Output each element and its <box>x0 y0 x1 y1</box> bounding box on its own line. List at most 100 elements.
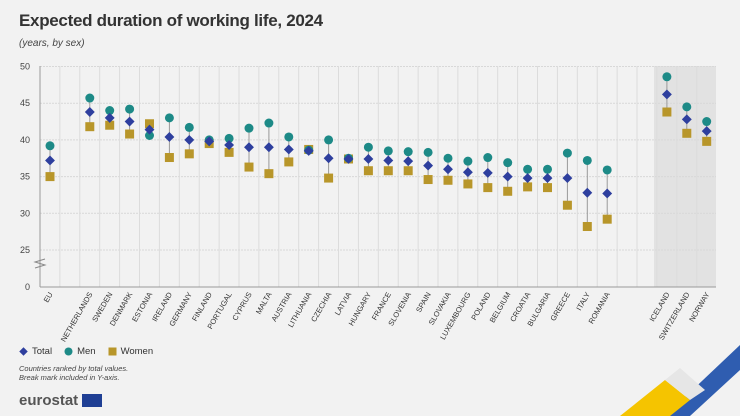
point-men <box>363 142 373 152</box>
point-women <box>702 136 712 146</box>
point-women <box>423 175 433 185</box>
x-tick-label: CYPRUS <box>230 291 253 323</box>
x-tick-label: EU <box>42 291 55 305</box>
point-total <box>164 132 175 142</box>
point-total <box>363 154 374 164</box>
point-men <box>463 156 473 166</box>
point-men <box>483 153 493 163</box>
point-women <box>523 182 533 192</box>
point-men <box>682 102 692 112</box>
legend-total: Total <box>19 346 52 357</box>
point-total <box>562 173 573 184</box>
eu-flag-icon <box>82 394 103 407</box>
eurostat-logo: eurostat <box>19 392 103 409</box>
x-tick-label: MALTA <box>254 291 274 316</box>
point-women <box>443 175 453 185</box>
point-men <box>224 133 234 143</box>
y-tick-label: 45 <box>20 98 30 108</box>
point-men <box>443 153 453 163</box>
point-men <box>383 146 393 156</box>
x-tick-label: NETHERLANDS <box>59 291 95 344</box>
point-women <box>145 119 154 129</box>
chart-subtitle: (years, by sex) <box>19 38 85 49</box>
point-total <box>184 134 195 145</box>
point-men <box>184 122 194 132</box>
point-total <box>45 155 55 166</box>
decorative-graphic <box>620 345 740 416</box>
y-tick-label: 50 <box>20 62 30 72</box>
point-total <box>462 167 473 178</box>
point-men <box>264 118 274 128</box>
point-men <box>403 147 413 157</box>
x-tick-label: ITALY <box>574 291 592 313</box>
point-men <box>702 117 712 127</box>
point-women <box>224 147 234 157</box>
point-men <box>45 141 55 151</box>
point-total <box>343 154 354 164</box>
point-total <box>582 187 593 198</box>
point-women <box>562 200 572 210</box>
point-total <box>542 173 553 184</box>
y-tick-label: 30 <box>20 208 30 218</box>
point-women <box>383 166 393 176</box>
chart-title: Expected duration of working life, 2024 <box>19 11 323 30</box>
point-men <box>662 72 672 82</box>
point-women <box>125 129 135 139</box>
point-total <box>701 126 712 137</box>
point-total <box>323 153 334 164</box>
y-tick-label: 40 <box>20 135 30 145</box>
point-men <box>324 135 334 145</box>
point-women <box>682 128 692 138</box>
point-men <box>284 132 294 142</box>
legend-women: Women <box>108 346 153 357</box>
point-total <box>204 136 215 147</box>
point-women <box>403 166 413 176</box>
point-total <box>283 144 294 155</box>
point-women <box>164 153 174 163</box>
point-total <box>522 173 533 184</box>
point-men <box>523 164 533 174</box>
point-women <box>602 214 612 224</box>
point-men <box>582 155 592 165</box>
point-total <box>224 140 235 150</box>
axis-break-icon <box>33 258 47 269</box>
point-men <box>562 148 572 158</box>
point-total <box>602 188 613 199</box>
y-tick-label: 25 <box>20 245 30 255</box>
point-men <box>85 93 95 103</box>
point-men <box>244 123 254 133</box>
point-women <box>463 179 473 189</box>
point-men <box>105 106 115 116</box>
point-total <box>84 107 95 117</box>
point-total <box>423 160 434 171</box>
point-total <box>502 171 513 182</box>
note-break: Break mark included in Y-axis. <box>19 373 120 382</box>
point-total <box>482 167 493 178</box>
point-total <box>104 112 115 123</box>
point-total <box>403 156 414 167</box>
y-tick-label: 35 <box>20 172 30 182</box>
point-total <box>244 142 254 153</box>
point-total <box>681 114 692 125</box>
point-women <box>45 172 55 182</box>
point-men <box>423 147 433 157</box>
point-men <box>125 104 135 114</box>
point-women <box>184 149 194 159</box>
point-women <box>105 120 115 130</box>
point-women <box>363 166 373 176</box>
point-total <box>661 89 672 100</box>
point-total <box>443 164 453 175</box>
y-tick-label: 0 <box>25 282 30 292</box>
point-women <box>503 186 513 196</box>
legend: Total Men Women <box>19 346 153 357</box>
x-tick-label: LATVIA <box>333 291 353 317</box>
point-women <box>264 169 274 179</box>
x-tick-label: SPAIN <box>414 291 433 315</box>
point-total <box>303 145 314 156</box>
point-women <box>662 107 672 117</box>
point-women <box>543 183 552 193</box>
point-total <box>263 142 274 153</box>
point-women <box>85 122 95 132</box>
point-men <box>145 130 154 140</box>
